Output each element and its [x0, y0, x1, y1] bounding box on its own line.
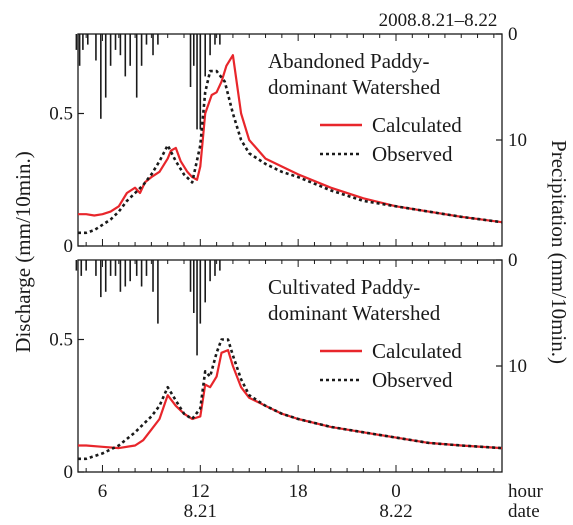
panel-title-line: Abandoned Paddy-: [268, 49, 430, 73]
legend-calculated-label: Calculated: [372, 113, 462, 137]
y-tick-label: 0.5: [49, 330, 73, 351]
discharge-axis-label: Discharge (mm/10min.): [11, 151, 35, 352]
x-tick-label: 18: [289, 481, 308, 502]
precipitation-axis-label: Precipitation (mm/10min.): [547, 140, 571, 364]
y-tick-label: 0: [64, 236, 74, 257]
y2-tick-label: 10: [508, 356, 527, 377]
date-label: 8.22: [379, 501, 412, 522]
legend-observed-label: Observed: [372, 368, 453, 392]
y-tick-label: 0: [64, 462, 74, 483]
x-unit-label: hour: [508, 481, 544, 502]
panel-title-line: Cultivated Paddy-: [268, 275, 420, 299]
legend-calculated-label: Calculated: [372, 339, 462, 363]
date-label: 8.21: [184, 501, 217, 522]
x-tick-label: 0: [391, 481, 401, 502]
x-tick-label: 12: [191, 481, 210, 502]
date-unit-label: date: [508, 501, 540, 522]
observed-series-line: [78, 69, 503, 235]
y2-tick-label: 0: [508, 24, 518, 45]
y2-tick-label: 10: [508, 130, 527, 151]
x-axis-labels: 6 12 18 0 8.21 8.22: [98, 481, 413, 522]
x-tick-label: 6: [98, 481, 108, 502]
panel-title-line: dominant Watershed: [268, 301, 441, 325]
calculated-series-line: [78, 349, 503, 450]
date-range-label: 2008.8.21–8.22: [379, 10, 498, 31]
bottom-panel: 0 0.5 0 10 Cultivated Paddy-dominant Watersh…: [49, 250, 527, 483]
legend-observed-label: Observed: [372, 142, 453, 166]
top-panel: 0 0.5 0 10 Abandoned Paddy-dominant Watershe…: [49, 24, 527, 257]
y2-tick-label: 0: [508, 250, 518, 271]
calculated-series-line: [78, 54, 503, 224]
y-tick-label: 0.5: [49, 104, 73, 125]
observed-series-line: [78, 338, 503, 461]
panel-title-line: dominant Watershed: [268, 75, 441, 99]
